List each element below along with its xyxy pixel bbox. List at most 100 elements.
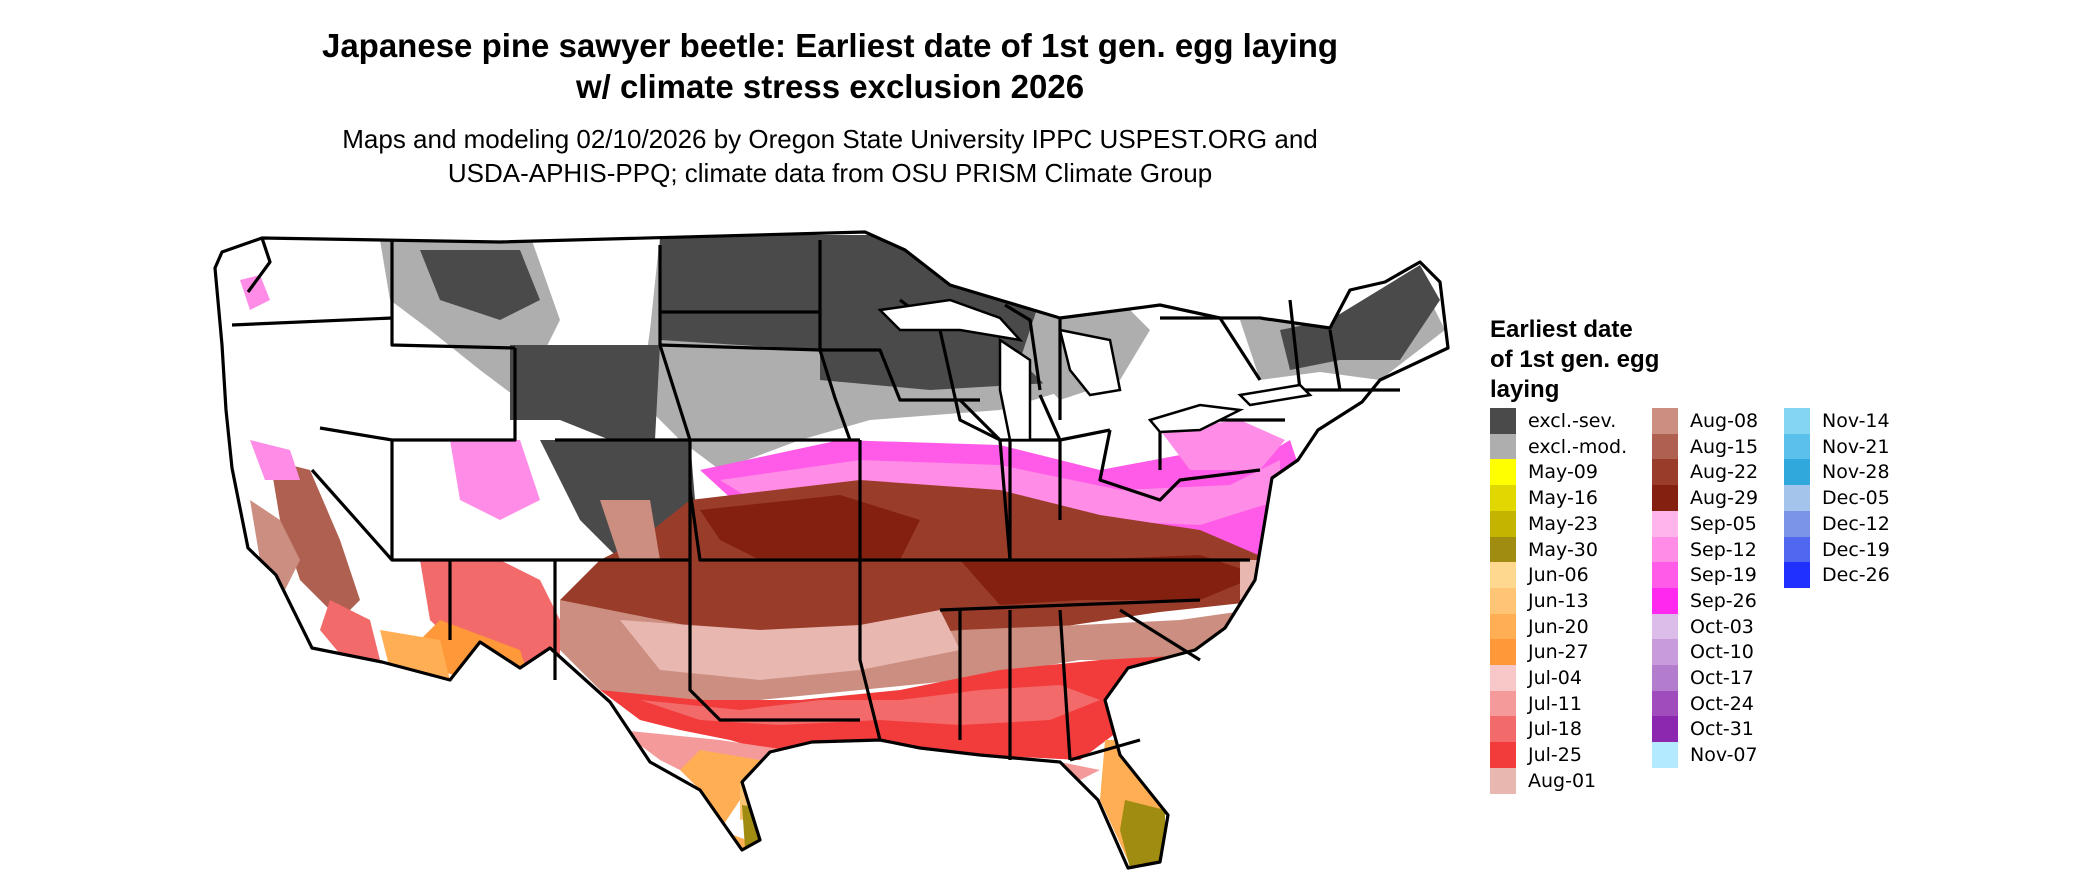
legend-item: Jul-25 [1490, 742, 1582, 769]
map-title-line-1: Japanese pine sawyer beetle: Earliest da… [321, 27, 1339, 64]
legend-label: Nov-21 [1822, 435, 1890, 458]
legend-label: Aug-01 [1528, 769, 1597, 792]
legend-item: Nov-21 [1784, 433, 1890, 460]
legend-item: Dec-26 [1784, 562, 1890, 589]
legend-label: excl.-sev. [1528, 410, 1617, 432]
legend-swatch [1652, 408, 1678, 434]
legend-swatch [1490, 510, 1516, 537]
legend-label: Oct-31 [1690, 718, 1754, 741]
legend-swatch [1490, 459, 1516, 486]
legend-swatch [1652, 690, 1678, 717]
legend-label: Sep-26 [1690, 589, 1757, 612]
legend-item: Oct-10 [1652, 639, 1754, 666]
legend-item: May-23 [1490, 510, 1598, 537]
legend-label: Jul-25 [1528, 744, 1582, 767]
legend-item: Dec-05 [1784, 485, 1890, 512]
legend-item: Dec-19 [1784, 536, 1890, 563]
legend-label: May-16 [1528, 487, 1598, 510]
legend-label: Jul-18 [1528, 718, 1582, 741]
legend-label: Oct-17 [1690, 667, 1754, 689]
legend-item: May-30 [1490, 536, 1598, 563]
legend-item: Oct-31 [1652, 716, 1754, 743]
legend-item: Dec-12 [1784, 510, 1890, 537]
legend-label: Nov-07 [1690, 744, 1758, 767]
legend-title-line-1: Earliest date [1490, 316, 1633, 343]
legend-item: May-09 [1490, 459, 1598, 486]
legend-item: Nov-14 [1784, 408, 1890, 434]
legend-label: excl.-mod. [1528, 435, 1628, 458]
legend-item: excl.-mod. [1490, 433, 1628, 460]
legend-label: Jun-06 [1528, 564, 1589, 587]
legend-swatch [1652, 510, 1678, 537]
legend-label: Aug-22 [1690, 461, 1759, 484]
legend-item: Jun-06 [1490, 562, 1589, 589]
legend-label: Dec-12 [1822, 512, 1890, 535]
legend-item: excl.-sev. [1490, 408, 1616, 434]
legend-swatch [1784, 510, 1810, 537]
legend-item: Nov-28 [1784, 459, 1890, 486]
legend-label: Sep-19 [1690, 564, 1757, 587]
legend-label: Sep-05 [1690, 512, 1757, 535]
legend-label: Oct-03 [1690, 615, 1754, 638]
legend-swatch [1652, 459, 1678, 486]
legend-item: Oct-03 [1652, 613, 1754, 640]
legend-swatch [1784, 459, 1810, 486]
legend-item: Oct-17 [1652, 665, 1754, 691]
legend-swatch [1490, 408, 1516, 434]
legend-label: Aug-15 [1690, 435, 1759, 458]
legend-label: Jun-20 [1528, 615, 1589, 638]
legend-swatch [1784, 536, 1810, 563]
legend-swatch [1490, 587, 1516, 614]
legend-swatch [1490, 767, 1516, 794]
legend-item: Aug-22 [1652, 459, 1759, 486]
legend-swatch [1652, 613, 1678, 640]
legend-swatch [1490, 562, 1516, 589]
legend-label: Sep-12 [1690, 538, 1757, 561]
legend-item: Aug-08 [1652, 408, 1758, 434]
legend-label: Oct-24 [1690, 692, 1754, 715]
legend-label: Jun-27 [1528, 641, 1589, 664]
legend-item: Jul-11 [1490, 690, 1582, 717]
legend-label: May-23 [1528, 512, 1598, 535]
legend-swatch [1652, 433, 1678, 460]
legend-label: Jun-13 [1528, 589, 1589, 612]
state-boundaries [213, 230, 1450, 870]
map-subtitle-line-2: USDA-APHIS-PPQ; climate data from OSU PR… [447, 158, 1213, 188]
legend-swatch [1490, 716, 1516, 743]
legend-swatch [1652, 536, 1678, 563]
legend-title-line-3: laying [1490, 376, 1560, 403]
legend-item: Aug-29 [1652, 485, 1758, 512]
legend-swatch [1652, 562, 1678, 589]
legend-item: May-16 [1490, 485, 1598, 512]
legend-label: Oct-10 [1690, 641, 1754, 664]
legend-item: Jun-13 [1490, 587, 1589, 614]
legend-swatch [1652, 639, 1678, 666]
legend-swatch [1784, 433, 1810, 460]
map-subtitle-line-1: Maps and modeling 02/10/2026 by Oregon S… [342, 124, 1318, 154]
legend-swatch [1784, 485, 1810, 512]
great-lakes [877, 298, 1313, 442]
map-title-line-2: w/ climate stress exclusion 2026 [575, 68, 1085, 105]
legend-label: Dec-26 [1822, 564, 1890, 587]
legend-label: Jul-11 [1528, 692, 1582, 715]
legend-label: Nov-14 [1822, 410, 1890, 432]
legend-swatch [1652, 665, 1678, 691]
legend-swatch [1652, 587, 1678, 614]
legend-title: Earliest date of 1st gen. egg laying [1490, 315, 1659, 405]
legend-item: Aug-01 [1490, 767, 1597, 794]
legend-item: Jul-18 [1490, 716, 1582, 743]
legend-item: Jun-27 [1490, 639, 1589, 666]
legend-item: Jul-04 [1490, 665, 1582, 691]
legend-item: Jun-20 [1490, 613, 1589, 640]
legend-label: May-09 [1528, 461, 1598, 484]
legend-label: Dec-19 [1822, 538, 1890, 561]
legend-swatch [1490, 613, 1516, 640]
legend-swatch [1652, 485, 1678, 512]
legend-item: Aug-15 [1652, 433, 1759, 460]
legend-item: Nov-07 [1652, 742, 1758, 769]
legend-swatch [1490, 742, 1516, 769]
legend-label: Dec-05 [1822, 487, 1890, 510]
legend-swatch [1652, 716, 1678, 743]
legend-swatch [1784, 562, 1810, 589]
